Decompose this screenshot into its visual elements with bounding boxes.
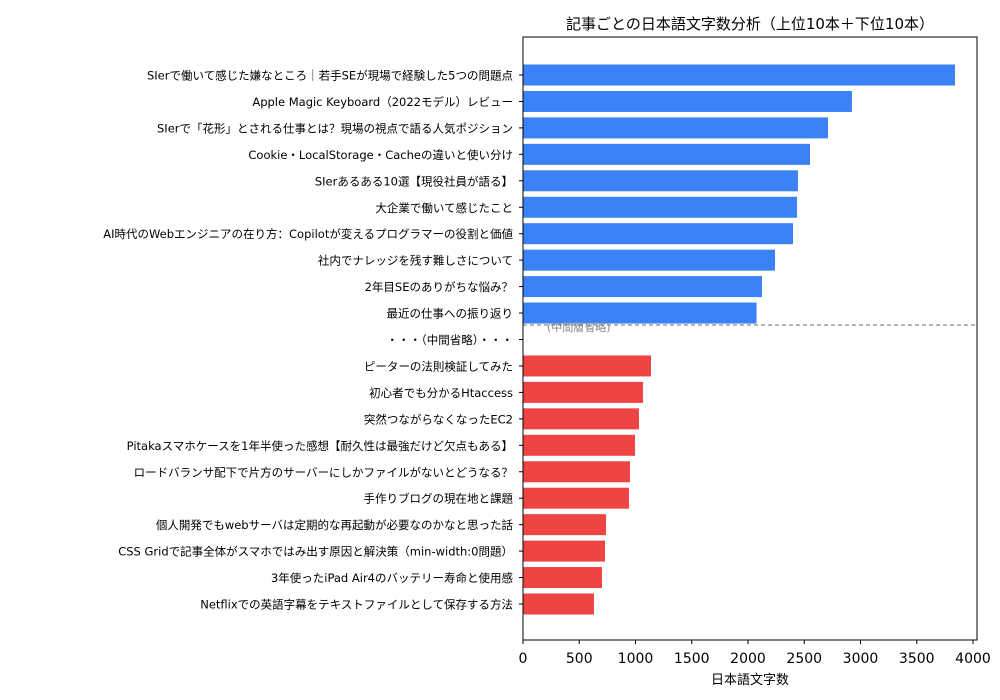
bar: [523, 117, 828, 139]
y-tick-label: 最近の仕事への振り返り: [387, 307, 514, 321]
y-tick-label: ピーターの法則検証してみた: [364, 359, 513, 373]
y-tick-label: 2年目SEのありがちな悩み？: [365, 280, 513, 294]
x-tick-label: 0: [519, 651, 528, 667]
plot-frame: [522, 36, 978, 641]
bar: [523, 196, 798, 218]
y-tick-label: Netflixでの英語字幕をテキストファイルとして保存する方法: [200, 598, 513, 612]
x-tick-label: 2000: [730, 651, 766, 667]
bar: [523, 487, 629, 509]
bar: [523, 276, 762, 298]
x-tick-label: 3500: [899, 651, 935, 667]
bar: [523, 355, 652, 377]
bar: [523, 593, 594, 615]
y-tick-label: 3年使ったiPad Air4のバッテリー寿命と使用感: [271, 571, 513, 585]
y-tick-label: Pitakaスマホケースを1年半使った感想【耐久性は最強だけど欠点もある】: [127, 439, 513, 453]
x-axis-label: 日本語文字数: [711, 672, 789, 688]
y-tick-label: 個人開発でもwebサーバは定期的な再起動が必要なのかなと思った話: [156, 518, 514, 532]
y-tick-label: AI時代のWebエンジニアの在り方：Copilotが変えるプログラマーの役割と価…: [103, 227, 513, 241]
y-tick-label: ・・・（中間省略）・・・: [387, 333, 514, 347]
y-tick-label: 初心者でも分かるHtaccess: [369, 386, 513, 400]
y-tick-label: SIerで働いて感じた嫌なところ｜若手SEが現場で経験した5つの問題点: [147, 69, 513, 83]
y-tick-label: CSS Gridで記事全体がスマホではみ出す原因と解決策（min-width:0…: [118, 545, 513, 559]
bar: [523, 249, 775, 271]
bar: [523, 90, 852, 112]
y-tick-label: 大企業で働いて感じたこと: [375, 201, 513, 215]
bar: [523, 540, 606, 562]
y-tick-label: 手作りブログの現在地と課題: [364, 492, 514, 506]
bar: [523, 170, 798, 192]
chart-title: 記事ごとの日本語文字数分析（上位10本＋下位10本）: [566, 15, 934, 33]
bar: [523, 64, 955, 86]
y-tick-label: ロードバランサ配下で片方のサーバーにしかファイルがないとどうなる？: [134, 465, 513, 479]
y-tick-label: 突然つながらなくなったEC2: [364, 412, 513, 426]
bar: [523, 223, 793, 245]
x-tick-label: 3000: [843, 651, 879, 667]
x-tick-label: 4000: [955, 651, 991, 667]
bar: [523, 434, 636, 456]
x-tick-label: 2500: [786, 651, 822, 667]
separator-annotation: (中間層省略): [547, 320, 611, 334]
bar: [523, 567, 602, 589]
bar: [523, 408, 639, 430]
bar: [523, 514, 607, 536]
bar: [523, 302, 757, 324]
x-tick-label: 1000: [618, 651, 654, 667]
y-tick-label: SIerあるある10選【現役社員が語る】: [315, 174, 513, 188]
y-tick-label: Apple Magic Keyboard（2022モデル）レビュー: [252, 95, 513, 109]
y-tick-label: 社内でナレッジを残す難しさについて: [318, 254, 513, 268]
x-tick-label: 1500: [674, 651, 710, 667]
x-tick-label: 500: [566, 651, 593, 667]
y-tick-label: SIerで「花形」とされる仕事とは？現場の視点で語る人気ポジション: [157, 121, 513, 135]
y-tick-label: Cookie・LocalStorage・Cacheの違いと使い分け: [248, 148, 513, 162]
bar: [523, 143, 810, 165]
bar: [523, 381, 644, 403]
bar: [523, 461, 630, 483]
